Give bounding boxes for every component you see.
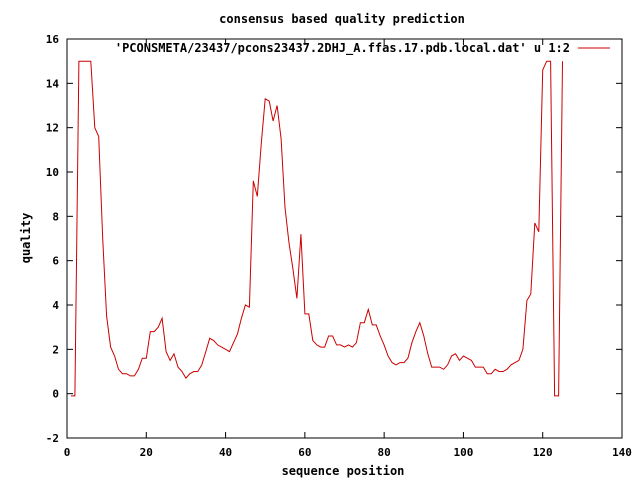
x-tick-label: 0 (64, 446, 71, 459)
y-tick-label: 14 (46, 77, 60, 90)
y-tick-label: 0 (52, 388, 59, 401)
y-tick-label: 8 (52, 210, 59, 223)
series-layer (71, 60, 563, 397)
y-tick-label: -2 (46, 432, 59, 445)
y-tick-label: 12 (46, 122, 59, 135)
x-tick-label: 80 (378, 446, 391, 459)
x-tick-label: 120 (533, 446, 553, 459)
x-tick-label: 60 (298, 446, 311, 459)
x-axis-label: sequence position (282, 464, 405, 478)
y-tick-label: 4 (52, 299, 59, 312)
y-tick-label: 6 (52, 255, 59, 268)
y-axis-label: quality (19, 213, 33, 264)
y-tick-label: 2 (52, 343, 59, 356)
x-tick-label: 100 (453, 446, 473, 459)
legend-label: 'PCONSMETA/23437/pcons23437.2DHJ_A.ffas.… (115, 41, 570, 56)
series-line (71, 60, 563, 397)
y-tick-label: 10 (46, 166, 59, 179)
chart-title: consensus based quality prediction (219, 12, 465, 26)
legend: 'PCONSMETA/23437/pcons23437.2DHJ_A.ffas.… (115, 41, 610, 56)
y-tick-label: 16 (46, 33, 60, 46)
x-tick-label: 140 (612, 446, 632, 459)
x-tick-label: 40 (219, 446, 232, 459)
plot-frame (66, 38, 623, 439)
axis-ticks: 0 20 40 60 80 100 120 140 -2 0 2 4 6 8 10 12 14 16 (46, 33, 632, 459)
x-tick-label: 20 (140, 446, 153, 459)
